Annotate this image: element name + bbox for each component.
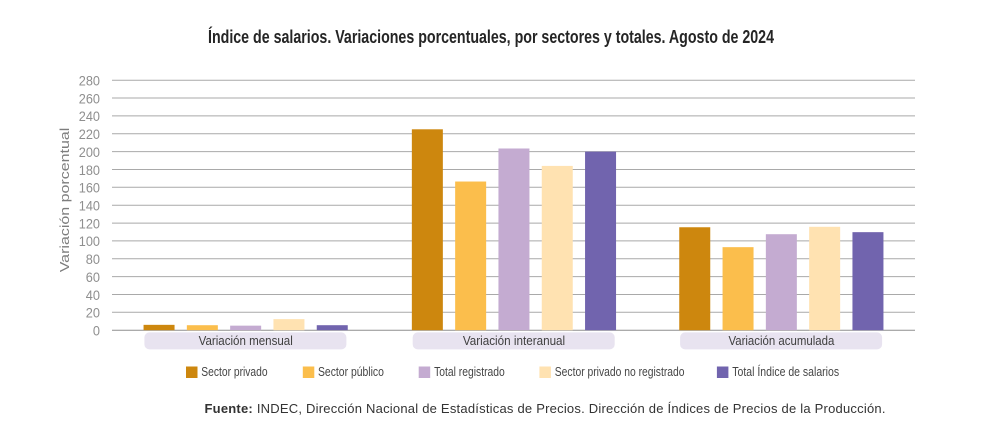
svg-text:Total Índice de salarios: Total Índice de salarios xyxy=(732,364,839,379)
svg-text:Sector privado no registrado: Sector privado no registrado xyxy=(555,364,685,379)
svg-text:60: 60 xyxy=(86,269,100,285)
svg-text:40: 40 xyxy=(86,287,100,303)
svg-text:240: 240 xyxy=(79,108,100,124)
svg-text:Variación acumulada: Variación acumulada xyxy=(728,333,834,348)
svg-text:280: 280 xyxy=(79,73,100,89)
svg-text:200: 200 xyxy=(79,144,100,160)
svg-text:Variación mensual: Variación mensual xyxy=(199,333,293,348)
svg-text:160: 160 xyxy=(79,180,100,196)
svg-text:80: 80 xyxy=(86,251,100,267)
svg-text:Sector privado: Sector privado xyxy=(201,364,267,379)
svg-text:220: 220 xyxy=(79,126,100,142)
svg-text:100: 100 xyxy=(79,233,100,249)
svg-text:Variación interanual: Variación interanual xyxy=(463,333,565,348)
svg-text:Índice de salarios. Variacione: Índice de salarios. Variaciones porcentu… xyxy=(208,26,774,47)
svg-text:180: 180 xyxy=(79,162,100,178)
svg-text:0: 0 xyxy=(93,323,100,339)
svg-text:260: 260 xyxy=(79,90,100,106)
svg-text:Sector público: Sector público xyxy=(318,364,384,379)
svg-text:120: 120 xyxy=(79,215,100,231)
svg-text:20: 20 xyxy=(86,305,100,321)
svg-text:140: 140 xyxy=(79,198,100,214)
svg-text:Total registrado: Total registrado xyxy=(434,364,505,379)
svg-text:Fuente: INDEC, Dirección Nacio: Fuente: INDEC, Dirección Nacional de Est… xyxy=(205,401,886,416)
svg-text:Variación porcentual: Variación porcentual xyxy=(57,128,72,273)
